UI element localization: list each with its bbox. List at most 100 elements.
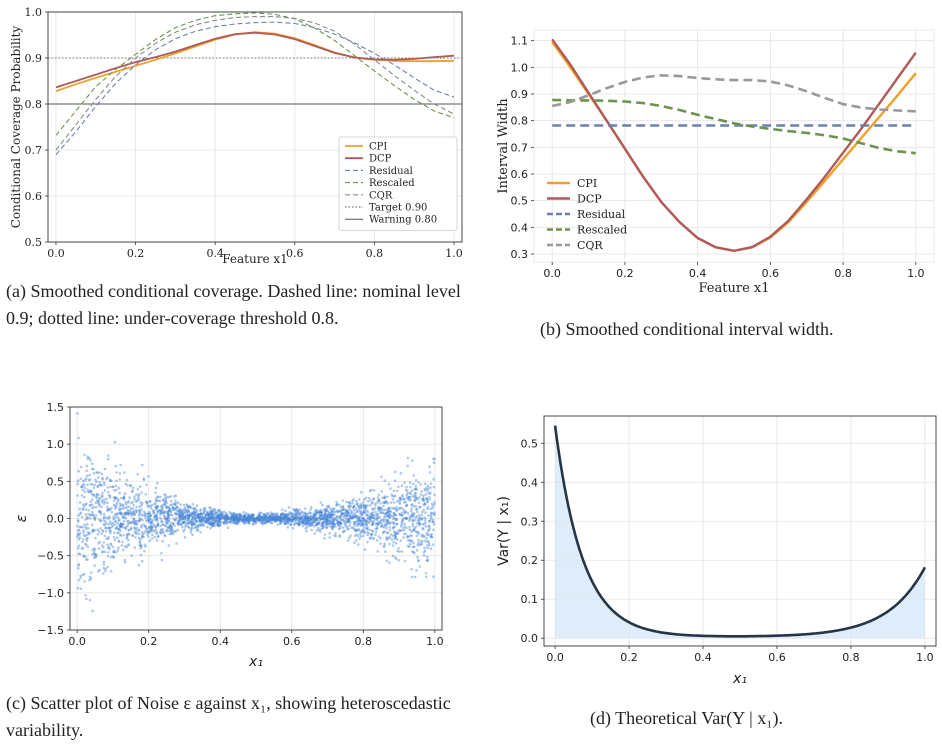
y-tick-label: 0.8 bbox=[511, 115, 529, 128]
scatter-point bbox=[413, 488, 417, 491]
scatter-point bbox=[81, 488, 85, 492]
scatter-point bbox=[423, 516, 427, 520]
scatter-point bbox=[141, 533, 144, 537]
scatter-point bbox=[292, 523, 296, 527]
scatter-point bbox=[212, 522, 216, 525]
scatter-point bbox=[297, 522, 301, 525]
scatter-point bbox=[193, 519, 197, 522]
scatter-point bbox=[275, 518, 279, 522]
scatter-point bbox=[298, 508, 302, 512]
scatter-point bbox=[426, 500, 430, 504]
scatter-point bbox=[391, 544, 395, 547]
scatter-point bbox=[81, 573, 85, 577]
scatter-point bbox=[199, 512, 202, 516]
scatter-point bbox=[391, 498, 395, 501]
scatter-point bbox=[244, 516, 247, 519]
scatter-point bbox=[324, 518, 328, 521]
scatter-point bbox=[318, 519, 322, 522]
scatter-point bbox=[162, 512, 166, 515]
scatter-point bbox=[92, 550, 96, 554]
scatter-point bbox=[263, 513, 266, 517]
y-tick-label: 1.1 bbox=[511, 35, 529, 48]
scatter-point bbox=[182, 508, 186, 511]
scatter-point bbox=[372, 489, 376, 492]
scatter-point bbox=[115, 512, 118, 515]
scatter-point bbox=[167, 505, 171, 509]
scatter-point bbox=[216, 521, 219, 525]
scatter-point bbox=[430, 535, 433, 539]
scatter-point bbox=[413, 512, 416, 515]
scatter-point bbox=[347, 517, 350, 521]
scatter-point bbox=[355, 515, 359, 518]
scatter-point bbox=[413, 496, 417, 499]
scatter-point bbox=[292, 517, 296, 520]
scatter-point bbox=[207, 513, 211, 516]
scatter-point bbox=[191, 515, 194, 519]
scatter-point bbox=[205, 518, 209, 521]
scatter-point bbox=[206, 519, 210, 522]
scatter-point bbox=[135, 522, 138, 526]
scatter-point bbox=[158, 509, 161, 512]
scatter-point bbox=[223, 515, 226, 519]
scatter-point bbox=[291, 526, 295, 530]
scatter-point bbox=[91, 498, 94, 501]
scatter-point bbox=[102, 518, 106, 522]
scatter-point bbox=[232, 512, 236, 516]
scatter-point bbox=[431, 520, 435, 524]
scatter-point bbox=[86, 536, 89, 540]
scatter-point bbox=[411, 545, 415, 548]
scatter-point bbox=[164, 529, 168, 533]
scatter-point bbox=[355, 507, 358, 511]
scatter-point bbox=[156, 522, 160, 526]
y-tick-label: 1.0 bbox=[25, 6, 43, 19]
scatter-point bbox=[256, 516, 259, 520]
scatter-point bbox=[80, 494, 84, 497]
scatter-point bbox=[236, 522, 239, 526]
scatter-point bbox=[130, 514, 133, 518]
scatter-point bbox=[345, 514, 348, 517]
scatter-point bbox=[169, 521, 173, 525]
scatter-point bbox=[326, 518, 330, 521]
scatter-point bbox=[231, 514, 234, 517]
scatter-point bbox=[202, 507, 206, 511]
scatter-point bbox=[345, 513, 348, 517]
scatter-point bbox=[107, 537, 110, 541]
scatter-point bbox=[416, 521, 419, 525]
scatter-point bbox=[385, 518, 388, 522]
scatter-point bbox=[140, 524, 144, 527]
scatter-point bbox=[95, 553, 98, 557]
scatter-point bbox=[343, 511, 346, 515]
scatter-point bbox=[353, 541, 356, 544]
scatter-point bbox=[90, 523, 94, 527]
scatter-point bbox=[220, 515, 223, 519]
scatter-point bbox=[117, 531, 120, 535]
scatter-point bbox=[109, 570, 113, 573]
scatter-point bbox=[310, 506, 313, 509]
scatter-point bbox=[249, 516, 252, 519]
scatter-point bbox=[425, 498, 429, 501]
scatter-point bbox=[208, 517, 211, 520]
scatter-point bbox=[216, 519, 219, 523]
scatter-point bbox=[245, 518, 249, 522]
scatter-point bbox=[128, 509, 132, 513]
scatter-point bbox=[358, 533, 362, 536]
scatter-point bbox=[152, 503, 156, 506]
scatter-point bbox=[140, 535, 144, 539]
scatter-point bbox=[76, 482, 80, 486]
scatter-point bbox=[81, 540, 84, 544]
scatter-point bbox=[256, 518, 260, 521]
scatter-point bbox=[246, 517, 250, 520]
scatter-point bbox=[242, 517, 245, 521]
scatter-point bbox=[236, 520, 240, 523]
scatter-point bbox=[259, 516, 263, 519]
scatter-point bbox=[133, 498, 136, 501]
scatter-point bbox=[108, 507, 112, 511]
legend-label: DCP bbox=[577, 193, 602, 206]
scatter-point bbox=[342, 507, 346, 511]
scatter-point bbox=[197, 516, 200, 519]
scatter-point bbox=[272, 515, 275, 518]
scatter-point bbox=[415, 515, 419, 518]
scatter-point bbox=[326, 515, 330, 518]
scatter-point bbox=[424, 572, 428, 575]
